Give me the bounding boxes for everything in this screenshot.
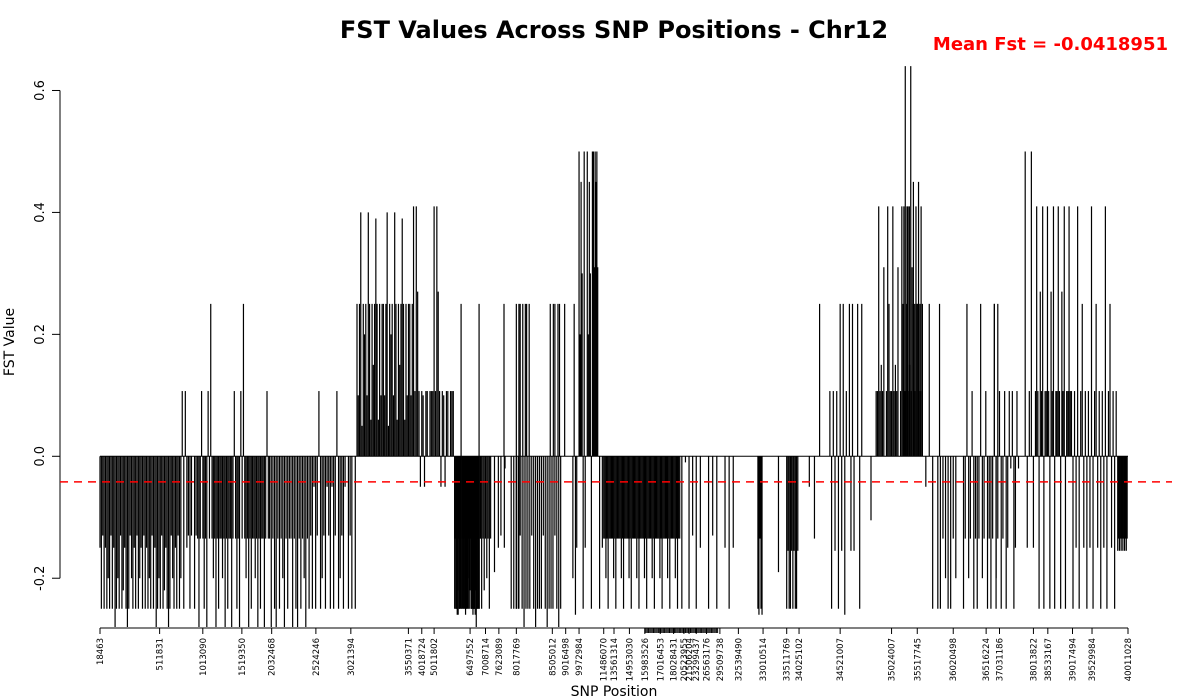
mean-fst-label: Mean Fst = -0.0418951 <box>933 34 1168 55</box>
x-tick-label: 4018724 <box>418 638 428 676</box>
x-tick-label: 2032468 <box>268 638 278 676</box>
x-axis: 18463 511831 1013090 1519350 2032468 2524246 3… <box>96 627 1134 681</box>
x-tick-label: 1013090 <box>199 638 209 676</box>
y-tick-label: 0.2 <box>33 324 48 345</box>
x-tick-label: 9016498 <box>562 638 572 676</box>
x-tick-label: 33010514 <box>759 638 769 681</box>
x-tick-label: 26563176 <box>703 638 713 681</box>
x-tick-label: 2524246 <box>312 638 322 676</box>
x-tick-label: 20523955 <box>680 638 690 681</box>
x-tick-label: 39017494 <box>1068 638 1078 681</box>
x-tick-label: 18028431 <box>670 638 680 681</box>
x-tick-label: 40011028 <box>1124 638 1134 681</box>
x-tick-label: 18463 <box>96 638 106 665</box>
x-tick-label: 3550371 <box>404 638 414 676</box>
x-tick-label: 23299437 <box>692 638 702 681</box>
y-tick-label: 0.4 <box>33 202 48 223</box>
x-tick-label: 21506204 <box>685 638 695 681</box>
x-tick-label: 32539490 <box>734 638 744 681</box>
x-tick-label: 39529984 <box>1088 638 1098 681</box>
x-tick-label: 15983526 <box>641 638 651 681</box>
x-tick-label: 36020498 <box>949 638 959 681</box>
x-tick-label: 511831 <box>156 638 166 670</box>
x-tick-label: 13561314 <box>610 638 620 681</box>
x-axis-title: SNP Position <box>571 684 658 700</box>
x-tick-label: 36516224 <box>982 638 992 681</box>
chart-title: FST Values Across SNP Positions - Chr12 <box>340 16 888 44</box>
y-axis-title: FST Value <box>2 308 18 376</box>
x-tick-label: 3021394 <box>347 638 357 676</box>
y-tick-label: 0.6 <box>33 80 48 101</box>
y-axis: -0.2 0.0 0.2 0.4 0.6 <box>33 80 61 591</box>
x-tick-label: 38533167 <box>1044 638 1054 681</box>
x-tick-label: 8017769 <box>512 638 522 676</box>
x-tick-label: 7623089 <box>495 638 505 676</box>
x-tick-label: 9972984 <box>575 638 585 676</box>
y-tick-label: 0.0 <box>33 446 48 467</box>
x-tick-label: 1519350 <box>238 638 248 676</box>
x-tick-label: 35517745 <box>913 638 923 681</box>
x-tick-label: 14953030 <box>625 638 635 681</box>
x-tick-label: 37031186 <box>996 638 1006 681</box>
x-tick-label: 29509738 <box>716 638 726 681</box>
y-tick-label: -0.2 <box>33 566 48 591</box>
x-tick-label: 34025102 <box>795 638 805 681</box>
x-tick-label: 8505012 <box>548 638 558 676</box>
x-tick-label: 17016453 <box>656 638 666 681</box>
x-tick-label: 7008714 <box>482 638 492 676</box>
x-tick-label: 33511769 <box>783 638 793 681</box>
x-tick-label: 34521007 <box>836 638 846 681</box>
x-tick-label: 11486070 <box>600 638 610 681</box>
x-tick-label: 35024007 <box>888 638 898 681</box>
bar-series <box>99 66 1128 627</box>
x-tick-label: 38013822 <box>1029 638 1039 681</box>
x-tick-label: 5011802 <box>430 638 440 676</box>
x-tick-label: 6497552 <box>466 638 476 676</box>
